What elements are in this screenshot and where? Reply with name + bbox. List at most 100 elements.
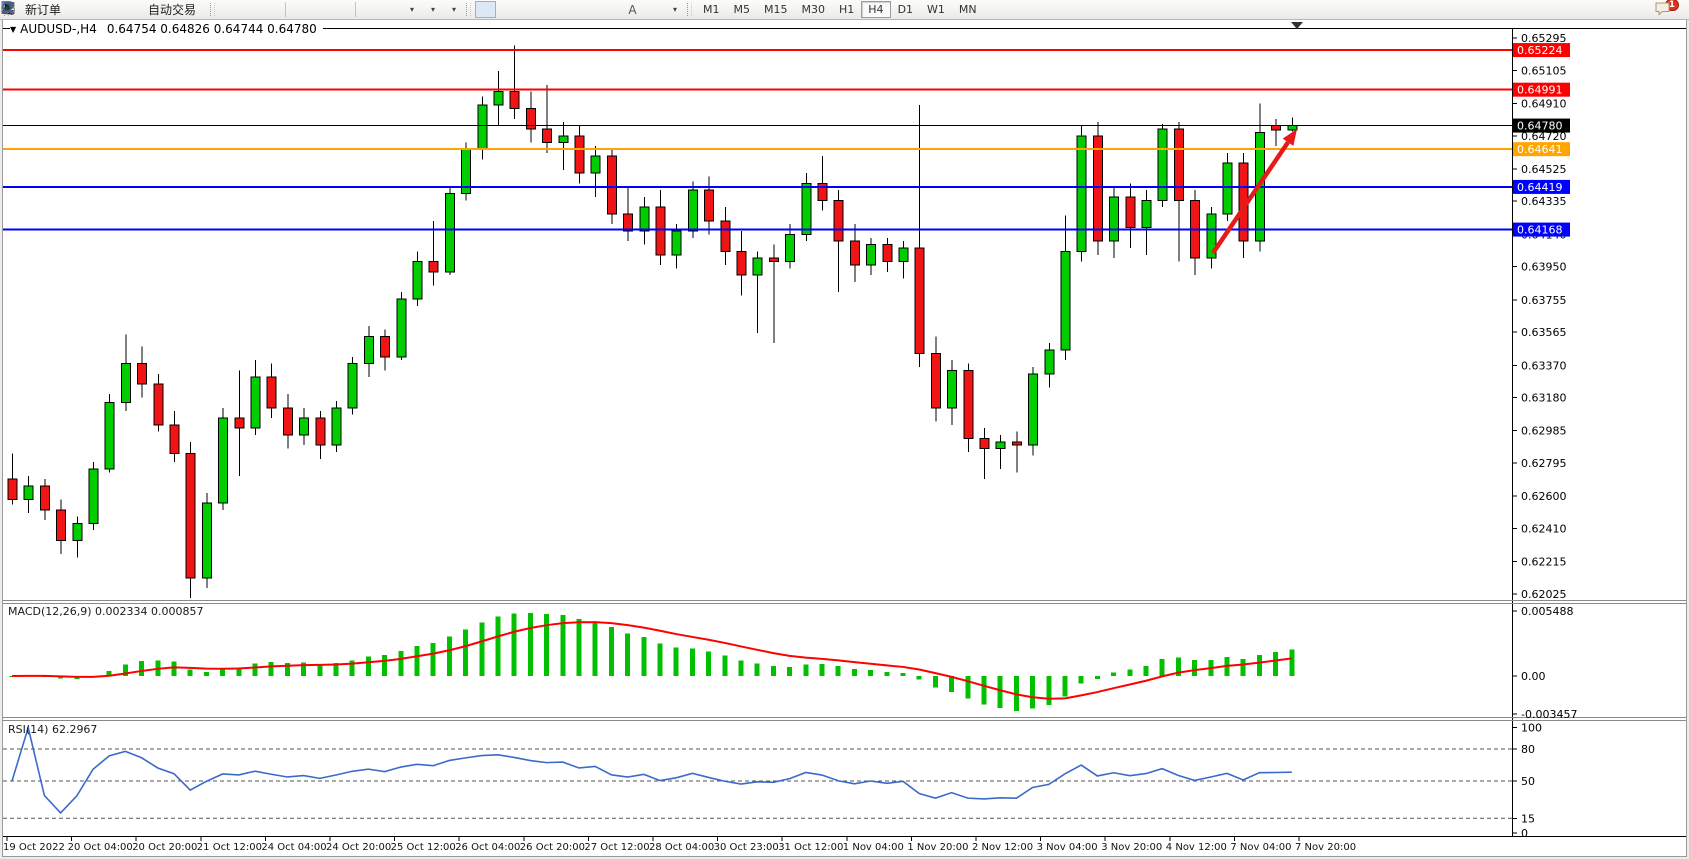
svg-text:0.64525: 0.64525 [1521,163,1567,176]
auto-scroll-button[interactable] [2,1,380,18]
trend-arrow[interactable] [1211,129,1297,255]
vertical-line-tool-button[interactable] [7,1,538,18]
candle [1173,128,1184,201]
rsi-line [11,724,1292,815]
candle [930,352,941,409]
data-window-button[interactable] [1,1,115,18]
text-label-tool-button[interactable]: T [2,1,664,18]
equidistant-channel-tool-button[interactable]: E [1,1,601,18]
dropdown-caret-icon: ▾ [451,5,456,14]
candle [639,206,650,232]
text-tool-icon: A [628,2,637,17]
svg-text:0.64910: 0.64910 [1521,97,1567,110]
templates-button[interactable]: ▾ [1,1,464,18]
indicators-button[interactable]: ▾ [1,1,422,18]
horizontal-line-tool-button[interactable] [2,1,559,18]
svg-text:26 Oct 04:00: 26 Oct 04:00 [455,842,520,853]
svg-text:0.63370: 0.63370 [1521,359,1567,372]
toolbar-grip[interactable] [210,3,215,16]
fibonacci-tool-button[interactable]: F [2,1,622,18]
candlestick-chart-type-button[interactable] [5,1,261,18]
candle [623,213,634,232]
new-order-button[interactable]: 新订单 [1,1,73,18]
svg-text:0.64991: 0.64991 [1517,84,1563,97]
timeframe-h4-button[interactable]: H4 [861,1,891,18]
svg-text:25 Oct 12:00: 25 Oct 12:00 [391,842,456,853]
candle [1125,196,1136,229]
candle [785,233,796,263]
candle [914,247,925,354]
auto-trading-button[interactable]: 自动交易 [1,1,208,18]
svg-text:0.64335: 0.64335 [1521,195,1567,208]
timeframe-m30-button[interactable]: M30 [795,1,833,18]
crosshair-tool-button[interactable] [2,1,517,18]
level-line-0.64641[interactable]: 0.64641 [3,142,1570,157]
candle [606,155,617,215]
text-tool-button[interactable]: A [622,1,643,18]
symbol-collapse-icon[interactable]: ▼ [10,25,17,34]
candle [542,128,553,144]
candle [1109,196,1120,242]
timeframe-h1-button[interactable]: H1 [832,1,861,18]
candle [509,91,520,110]
candle [266,376,277,409]
candle [882,244,893,263]
candle [736,250,747,276]
chart-window [2,19,1687,857]
level-line-0.64780[interactable]: 0.64780 [3,118,1570,133]
timeframe-m5-button[interactable]: M5 [727,1,758,18]
candle [347,363,358,409]
notifications-button[interactable] [1654,0,1675,17]
level-line-0.64168[interactable]: 0.64168 [3,222,1570,237]
time-axis[interactable]: 19 Oct 2022 20 Oct 04:00 20 Oct 20:00 21 Oc… [3,837,1356,853]
trendline-tool-button[interactable] [2,1,580,18]
svg-text:0.62985: 0.62985 [1521,425,1567,438]
candle [7,478,18,501]
timeframe-w1-button[interactable]: W1 [920,1,952,18]
svg-text:0.63755: 0.63755 [1521,294,1567,307]
market-watch-button[interactable] [1,1,94,18]
zoom-in-button[interactable] [1,1,310,18]
bar-chart-type-button[interactable] [3,1,240,18]
candle [104,402,115,470]
candle [428,261,439,273]
svg-text:3 Nov 04:00: 3 Nov 04:00 [1037,842,1098,853]
svg-text:2 Nov 12:00: 2 Nov 12:00 [972,842,1033,853]
tile-windows-button[interactable] [1,1,352,18]
candle [1011,441,1022,446]
candle [1141,199,1152,229]
candle [655,206,666,256]
strategy-navigator-button[interactable] [3,1,136,18]
candle [1044,349,1055,375]
cursor-tool-button[interactable] [4,1,496,18]
candle [1222,162,1233,215]
candle [137,363,148,385]
toolbar-grip[interactable] [687,3,692,16]
periods-button[interactable]: ▾ [1,1,443,18]
candle [201,502,212,579]
timeframe-d1-button[interactable]: D1 [891,1,920,18]
svg-text:0.62410: 0.62410 [1521,522,1567,535]
chart-shift-marker[interactable] [1291,22,1303,29]
toolbar-grip[interactable] [466,3,471,16]
candle [363,335,374,365]
level-line-0.65224[interactable]: 0.65224 [3,43,1570,58]
candle [849,240,860,266]
macd-indicator-label: MACD(12,26,9) 0.002334 0.000857 [8,605,204,618]
arrows-tool-button[interactable]: ▾ [2,1,685,18]
svg-text:0.63180: 0.63180 [1521,392,1567,405]
chart-shift-button[interactable] [2,1,401,18]
candle [752,257,763,276]
timeframe-mn-button[interactable]: MN [952,1,984,18]
level-line-0.64991[interactable]: 0.64991 [3,82,1570,97]
timeframe-m15-button[interactable]: M15 [757,1,795,18]
line-chart-type-button[interactable] [1,1,282,18]
candle [1092,135,1103,242]
zoom-out-button[interactable] [1,1,331,18]
candle [380,335,391,358]
timeframe-m1-button[interactable]: M1 [696,1,727,18]
candle [525,108,536,130]
level-line-0.64419[interactable]: 0.64419 [3,179,1570,194]
search-button[interactable] [2,1,1654,18]
